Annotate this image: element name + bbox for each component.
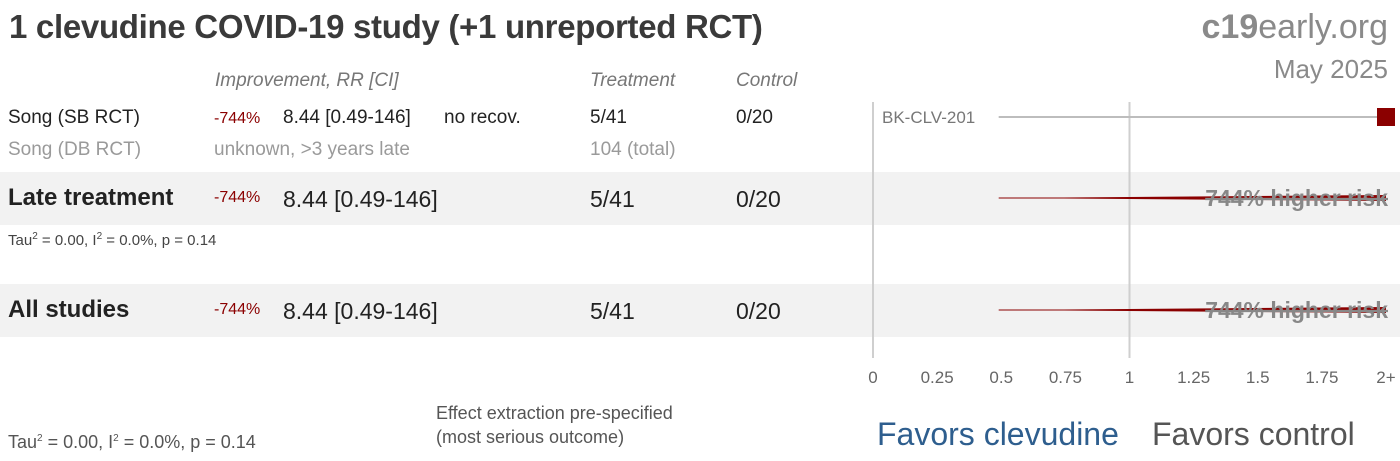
study-percent: -744% [214, 110, 261, 127]
x-tick-label: 1.5 [1246, 368, 1270, 387]
brand-bold: c19 [1201, 8, 1259, 46]
favors-control-label: Favors control [1152, 416, 1355, 452]
study-treatment: 5/41 [590, 107, 627, 128]
all-rr: 8.44 [0.49-146] [283, 298, 438, 324]
note-line-2: (most serious outcome) [436, 427, 625, 447]
study-status: unknown, >3 years late [214, 139, 410, 160]
favors-treatment-label: Favors clevudine [877, 416, 1119, 452]
note-line-1: Effect extraction pre-specified [436, 403, 673, 423]
study-total: 104 (total) [590, 139, 676, 160]
tau-value: = 0.00 [37, 232, 85, 249]
risk-label: 744% higher risk [1205, 185, 1388, 211]
brand-rest: early.org [1258, 8, 1388, 46]
late-percent: -744% [214, 189, 261, 206]
x-tick-label: 1 [1125, 368, 1134, 387]
study-outcome: no recov. [444, 107, 521, 128]
treatment-header: Treatment [590, 70, 676, 91]
all-control: 0/20 [736, 298, 781, 324]
i-label: , I [98, 432, 114, 452]
study-plot-label: BK-CLV-201 [882, 108, 975, 127]
study-control: 0/20 [736, 107, 773, 128]
i-p-value: = 0.0%, p = 0.14 [118, 432, 256, 452]
brand-logo[interactable]: c19early.org [1202, 8, 1389, 47]
study-name-unreported[interactable]: Song (DB RCT) [8, 139, 142, 160]
page-title: 1 clevudine COVID-19 study (+1 unreporte… [9, 8, 763, 45]
i-label: , I [84, 232, 97, 249]
extraction-note: Effect extraction pre-specified (most ser… [436, 401, 766, 449]
x-tick-label: 1.25 [1177, 368, 1210, 387]
overall-heterogeneity: Tau2 = 0.00, I2 = 0.0%, p = 0.14 [8, 432, 256, 452]
late-rr: 8.44 [0.49-146] [283, 186, 438, 212]
tau-label: Tau [8, 432, 38, 452]
control-header: Control [736, 70, 798, 91]
all-percent: -744% [214, 301, 261, 318]
late-treatment: 5/41 [590, 186, 635, 212]
publication-date: May 2025 [1273, 54, 1388, 84]
x-tick-label: 0.75 [1049, 368, 1082, 387]
all-studies-label: All studies [8, 296, 130, 323]
study-point-marker [1377, 108, 1395, 126]
x-tick-label: 0.5 [989, 368, 1013, 387]
x-tick-label: 0 [868, 368, 877, 387]
x-tick-label: 0.25 [921, 368, 954, 387]
x-tick-label: 1.75 [1305, 368, 1338, 387]
late-treatment-label: Late treatment [8, 184, 174, 211]
late-heterogeneity: Tau2 = 0.00, I2 = 0.0%, p = 0.14 [8, 231, 217, 249]
late-control: 0/20 [736, 186, 781, 212]
i-p-value: = 0.0%, p = 0.14 [102, 232, 217, 249]
tau-label: Tau [8, 232, 33, 249]
tau-value: = 0.00 [42, 432, 99, 452]
risk-label: 744% higher risk [1205, 297, 1388, 323]
study-name[interactable]: Song (SB RCT) [8, 107, 140, 128]
study-rr: 8.44 [0.49-146] [283, 107, 411, 128]
improvement-header: Improvement, RR [CI] [215, 70, 399, 91]
all-treatment: 5/41 [590, 298, 635, 324]
x-tick-label: 2+ [1376, 368, 1395, 387]
